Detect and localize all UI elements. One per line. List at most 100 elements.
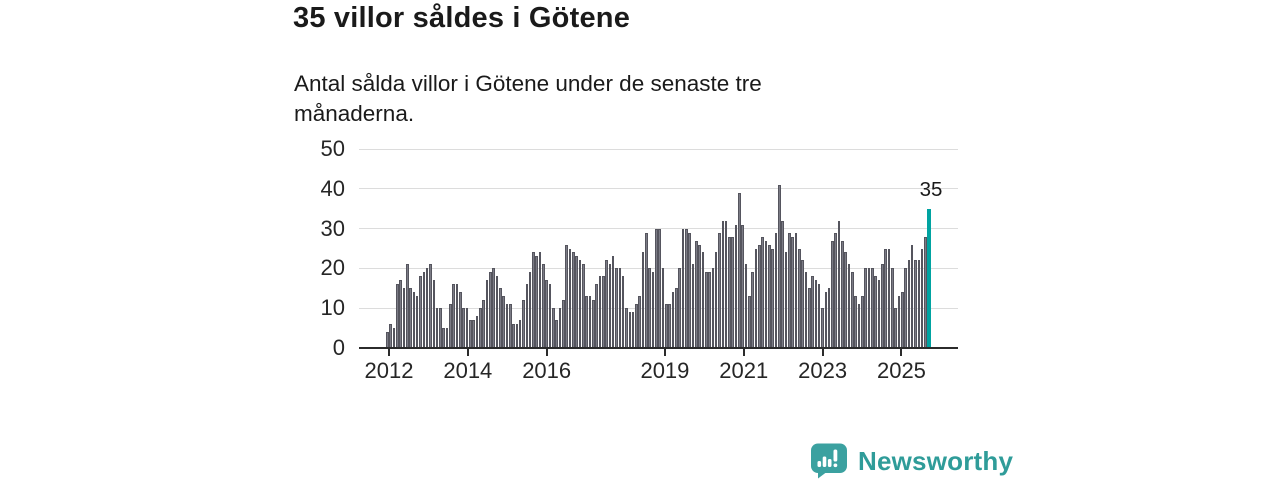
- bar: [488, 272, 492, 348]
- bar: [847, 264, 851, 348]
- bar: [718, 232, 721, 348]
- latest-bar: [926, 208, 931, 348]
- bar: [525, 284, 529, 348]
- bar: [442, 328, 446, 348]
- bar: [625, 308, 628, 348]
- bar: [655, 228, 658, 348]
- y-axis-tick-label: 0: [332, 335, 345, 360]
- bar: [595, 284, 598, 348]
- bar: [867, 268, 871, 348]
- bar: [744, 264, 748, 348]
- bar: [877, 280, 881, 348]
- bar: [681, 228, 685, 348]
- x-axis-tick-label: 2023: [798, 358, 848, 383]
- bar: [904, 268, 907, 348]
- bar: [721, 220, 725, 348]
- bar: [724, 220, 728, 348]
- bar: [807, 288, 811, 348]
- bar: [741, 224, 745, 348]
- bar: [817, 284, 821, 348]
- bar: [419, 276, 422, 348]
- bar: [412, 292, 416, 348]
- bar: [588, 296, 592, 348]
- bar: [409, 288, 412, 348]
- bar: [751, 272, 755, 348]
- bar: [386, 332, 389, 348]
- bar: [834, 232, 838, 348]
- bar: [535, 256, 539, 348]
- bar: [754, 248, 758, 348]
- bar: [658, 228, 661, 348]
- bar: [482, 300, 485, 348]
- bar: [917, 260, 921, 348]
- y-axis-tick-label: 50: [320, 136, 345, 161]
- bar: [585, 296, 588, 348]
- bar: [864, 268, 867, 348]
- bar: [841, 240, 844, 348]
- latest-value-label: 35: [919, 178, 943, 201]
- bar: [890, 268, 894, 348]
- bar: [545, 280, 549, 348]
- bar: [897, 296, 901, 348]
- bar: [495, 276, 499, 348]
- y-axis-tick-label: 40: [320, 175, 345, 201]
- bar: [914, 260, 917, 348]
- bar: [621, 276, 625, 348]
- bar: [611, 256, 615, 348]
- bar: [568, 248, 572, 348]
- x-axis-tick: [900, 349, 903, 357]
- x-axis-tick: [821, 349, 824, 357]
- bar: [797, 248, 801, 348]
- bar: [910, 244, 914, 348]
- bar: [678, 268, 681, 348]
- bar: [804, 272, 808, 348]
- bar: [452, 284, 456, 348]
- bar: [485, 280, 489, 348]
- bar: [422, 272, 426, 348]
- bar: [851, 272, 854, 348]
- bar: [429, 264, 432, 348]
- bar: [787, 232, 791, 348]
- bar: [552, 308, 555, 348]
- bar: [907, 260, 911, 348]
- bar: [562, 300, 565, 348]
- bar: [821, 308, 824, 348]
- x-axis-tick: [466, 349, 469, 357]
- x-axis-tick: [545, 349, 548, 357]
- bar: [714, 252, 718, 348]
- bar: [844, 252, 848, 348]
- bar: [492, 268, 495, 348]
- bar: [528, 272, 532, 348]
- bar: [871, 268, 874, 348]
- bar: [920, 248, 924, 348]
- bar: [861, 296, 864, 348]
- bar: [439, 308, 442, 348]
- bar: [824, 292, 828, 348]
- bar: [731, 236, 735, 348]
- bar: [591, 300, 595, 348]
- bar: [665, 304, 668, 348]
- bar: [479, 308, 482, 348]
- bar: [515, 324, 519, 348]
- bar: [472, 320, 475, 348]
- bar: [734, 224, 738, 348]
- bar: [814, 280, 818, 348]
- bar: [582, 264, 585, 348]
- bar: [728, 236, 731, 348]
- bar: [668, 304, 671, 348]
- x-axis-tick-label: 2014: [443, 358, 493, 383]
- bar: [837, 220, 841, 348]
- bar: [675, 288, 678, 348]
- chart-subtitle: Antal sålda villor i Götene under de sen…: [294, 71, 762, 126]
- bar: [811, 276, 814, 348]
- bar: [455, 284, 459, 348]
- bar: [502, 296, 505, 348]
- bar: [748, 296, 751, 348]
- bar: [405, 264, 409, 348]
- bar: [462, 308, 465, 348]
- bar: [498, 288, 502, 348]
- bar: [694, 240, 698, 348]
- bar: [684, 228, 688, 348]
- x-axis-tick: [388, 349, 390, 357]
